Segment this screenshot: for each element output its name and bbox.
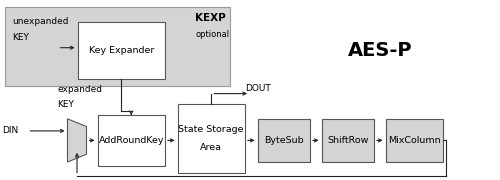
FancyBboxPatch shape [78, 22, 165, 79]
FancyBboxPatch shape [178, 104, 245, 173]
FancyBboxPatch shape [386, 119, 443, 162]
FancyBboxPatch shape [258, 119, 310, 162]
FancyBboxPatch shape [322, 119, 374, 162]
Polygon shape [68, 119, 86, 162]
Text: DIN: DIN [2, 126, 19, 135]
Text: KEXP: KEXP [195, 13, 226, 23]
Text: ByteSub: ByteSub [264, 136, 304, 145]
Text: AES-P: AES-P [348, 41, 412, 60]
Text: unexpanded: unexpanded [12, 17, 69, 26]
Text: State Storage: State Storage [178, 125, 244, 134]
Text: ShiftRow: ShiftRow [327, 136, 368, 145]
Text: KEY: KEY [12, 33, 29, 42]
Text: Area: Area [200, 143, 222, 152]
Text: MixColumn: MixColumn [388, 136, 440, 145]
FancyBboxPatch shape [5, 7, 230, 86]
FancyBboxPatch shape [98, 115, 165, 166]
Text: expanded: expanded [58, 86, 102, 94]
Text: DOUT: DOUT [245, 84, 271, 93]
Text: Key Expander: Key Expander [88, 46, 154, 55]
Text: optional: optional [195, 30, 229, 39]
Text: AddRoundKey: AddRoundKey [98, 136, 164, 145]
Text: KEY: KEY [58, 100, 74, 109]
